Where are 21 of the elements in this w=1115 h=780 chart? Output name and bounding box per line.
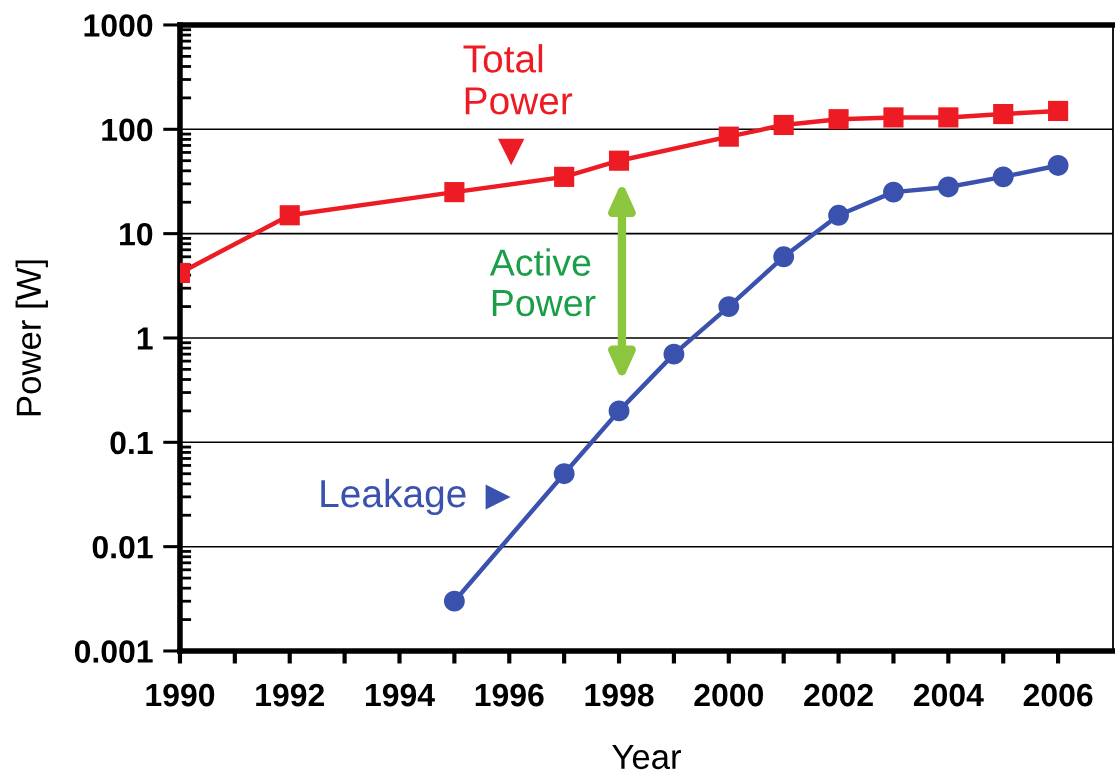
legend-label: Leakage — [321, 478, 466, 516]
y-tick-label: 0.1 — [110, 431, 153, 455]
x-tick-label: 1998 — [585, 683, 654, 707]
x-tick-label: 2006 — [1023, 683, 1093, 707]
x-tick-label: 1990 — [146, 683, 215, 707]
series-label: Total Power — [463, 44, 573, 115]
x-tick-label: 2002 — [804, 683, 873, 707]
x-axis-title: Year — [612, 744, 681, 770]
y-tick-label: 0.01 — [92, 535, 153, 559]
y-tick-label: 1000 — [84, 14, 153, 37]
x-tick-label: 2000 — [694, 683, 764, 707]
y-tick-label: 1 — [137, 327, 153, 350]
x-tick-label: 1996 — [475, 683, 544, 707]
x-tick-label: 2004 — [913, 683, 984, 707]
x-tick-label: 1994 — [365, 683, 435, 707]
y-tick-label: 10 — [120, 222, 153, 246]
y-tick-label: 0.001 — [74, 640, 153, 663]
annotation: Active Power — [489, 248, 596, 317]
y-axis-title: Power [W] — [15, 260, 48, 416]
x-tick-label: 1992 — [256, 683, 324, 707]
y-tick-label: 100 — [102, 118, 153, 142]
